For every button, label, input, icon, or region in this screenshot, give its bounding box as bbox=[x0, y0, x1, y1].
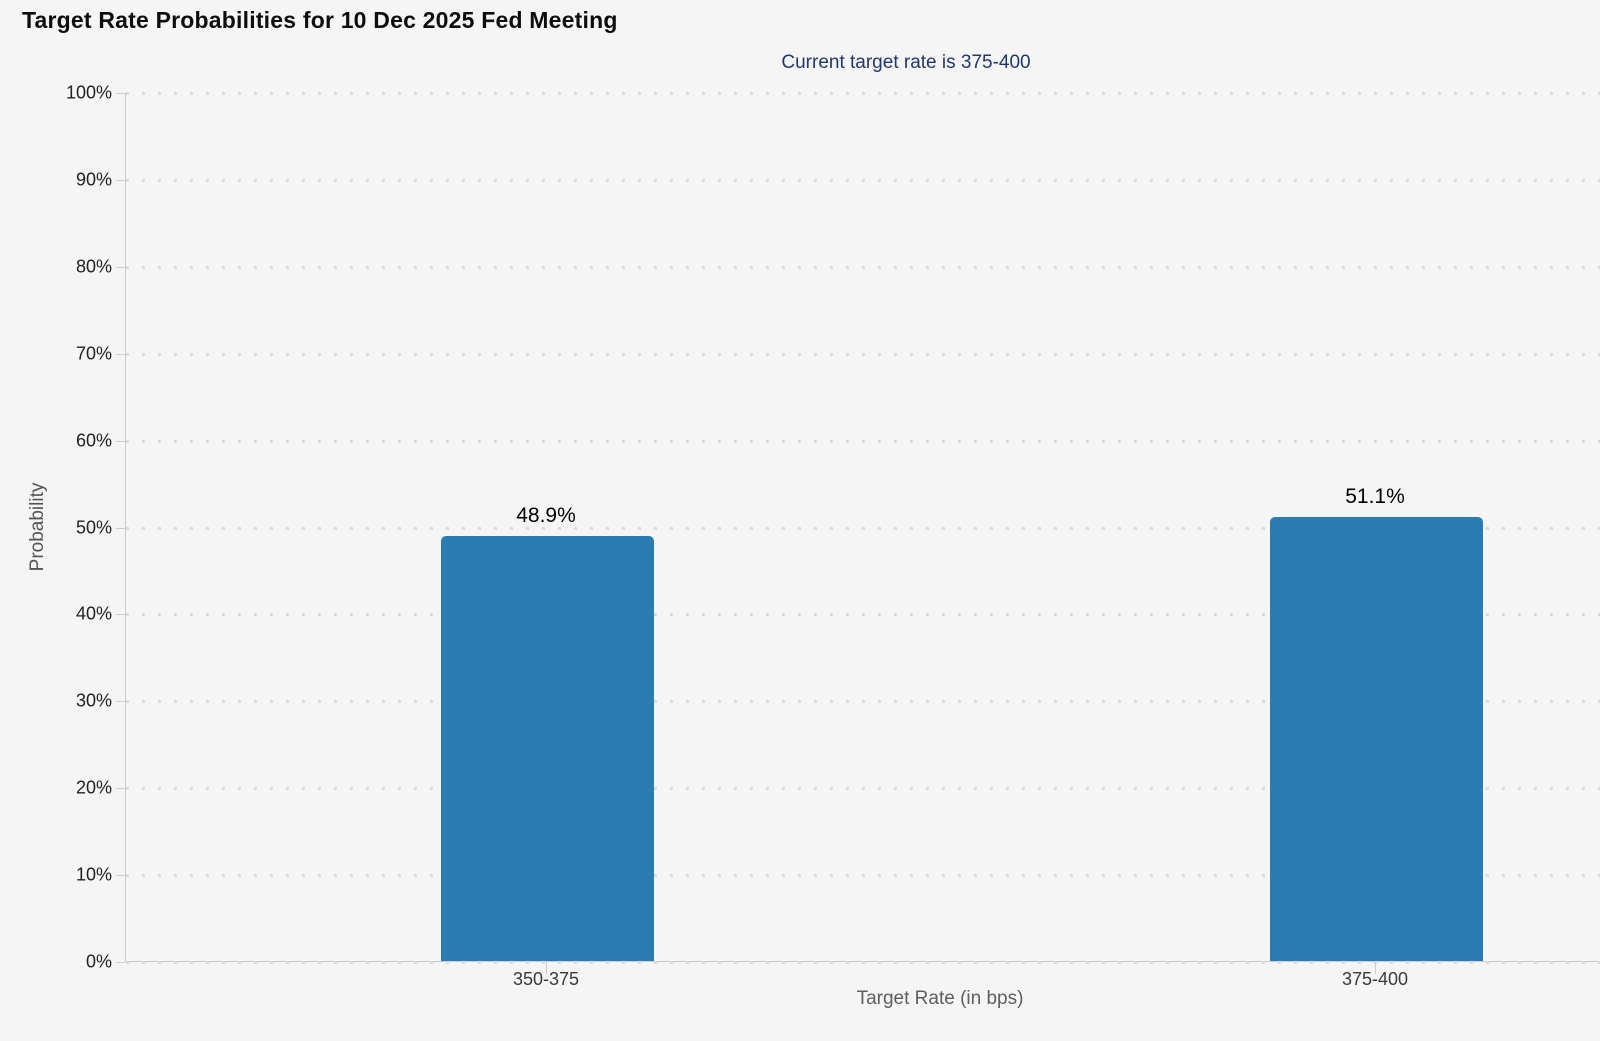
x-tick-mark bbox=[1375, 962, 1376, 974]
y-tick-mark bbox=[116, 788, 125, 790]
gridline-60% bbox=[126, 439, 1600, 443]
y-tick-mark bbox=[116, 701, 125, 703]
y-tick-mark bbox=[116, 527, 125, 529]
y-axis-title: Probability bbox=[27, 482, 48, 572]
x-tick-mark bbox=[546, 962, 547, 974]
y-tick-label-10%: 10% bbox=[75, 864, 112, 885]
gridline-80% bbox=[126, 265, 1600, 269]
bar-value-label-350-375: 48.9% bbox=[516, 504, 576, 528]
y-tick-label-60%: 60% bbox=[75, 430, 112, 451]
y-tick-label-70%: 70% bbox=[75, 343, 112, 364]
y-tick-label-80%: 80% bbox=[75, 256, 112, 277]
plot-area bbox=[125, 92, 1600, 964]
y-tick-mark bbox=[116, 440, 125, 442]
y-tick-mark bbox=[116, 179, 125, 181]
y-tick-mark bbox=[116, 614, 125, 616]
y-tick-label-100%: 100% bbox=[65, 82, 112, 103]
chart-subtitle: Current target rate is 375-400 bbox=[781, 52, 1031, 73]
y-tick-mark bbox=[116, 962, 125, 963]
y-tick-mark bbox=[116, 93, 125, 94]
gridline-100% bbox=[126, 92, 1600, 95]
y-tick-label-30%: 30% bbox=[75, 690, 112, 711]
x-category-label-350-375: 350-375 bbox=[512, 969, 580, 989]
gridline-90% bbox=[126, 178, 1600, 182]
y-tick-label-50%: 50% bbox=[75, 517, 112, 537]
y-tick-label-20%: 20% bbox=[75, 777, 112, 798]
y-tick-label-0%: 0% bbox=[85, 951, 112, 972]
gridline-40% bbox=[126, 613, 1600, 617]
y-tick-mark bbox=[116, 266, 125, 268]
gridline-0% bbox=[126, 961, 1600, 964]
chart-title: Target Rate Probabilities for 10 Dec 202… bbox=[22, 7, 618, 33]
gridline-20% bbox=[126, 787, 1600, 791]
y-tick-label-90%: 90% bbox=[75, 169, 112, 190]
bar-375-400[interactable] bbox=[1269, 516, 1483, 961]
y-tick-mark bbox=[116, 353, 125, 355]
gridline-70% bbox=[126, 352, 1600, 356]
x-category-label-375-400: 375-400 bbox=[1341, 969, 1409, 989]
bar-value-label-375-400: 51.1% bbox=[1345, 484, 1405, 508]
y-tick-mark bbox=[116, 875, 125, 877]
gridline-50% bbox=[126, 526, 1600, 530]
bar-350-375[interactable] bbox=[440, 536, 654, 961]
y-tick-label-40%: 40% bbox=[75, 603, 112, 624]
x-axis-title: Target Rate (in bps) bbox=[856, 988, 1024, 1009]
gridline-10% bbox=[126, 874, 1600, 878]
gridline-30% bbox=[126, 700, 1600, 704]
